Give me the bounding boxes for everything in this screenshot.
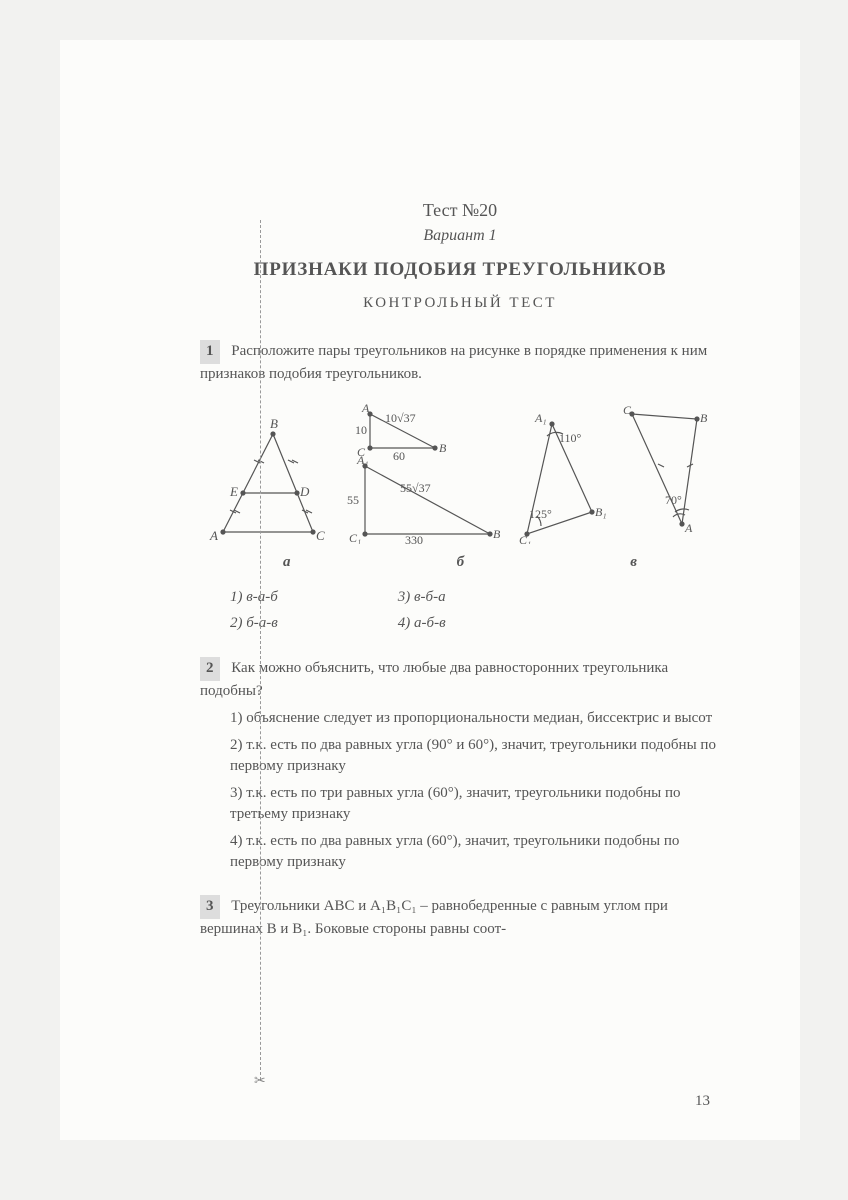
figure-b: A B C 10 10√37 60 A₁ B₁ C₁ 55 55√37 330 <box>345 404 500 544</box>
subtitle: КОНТРОЛЬНЫЙ ТЕСТ <box>200 295 720 312</box>
svg-text:70°: 70° <box>665 493 682 507</box>
svg-text:A: A <box>361 404 370 415</box>
svg-text:B₁: B₁ <box>493 527 500 541</box>
q3-text: Треугольники ABC и A₁B₁C₁ – равнобедренн… <box>200 898 668 937</box>
svg-text:B₁: B₁ <box>595 505 607 519</box>
q1-option-3: 3) в-б-а <box>398 587 446 609</box>
svg-text:E: E <box>229 484 238 499</box>
fig-label-c: в <box>630 552 637 574</box>
svg-text:B: B <box>270 416 278 431</box>
q2-number: 2 <box>200 657 220 681</box>
q2-answer-1: 1) объяснение следует из пропорционально… <box>230 708 720 729</box>
svg-text:C₁: C₁ <box>349 531 361 544</box>
q2-answer-4: 4) т.к. есть по два равных угла (60°), з… <box>230 831 720 873</box>
fig-label-a: а <box>283 552 291 574</box>
q2-answer-3: 3) т.к. есть по три равных угла (60°), з… <box>230 783 720 825</box>
svg-text:A₁: A₁ <box>534 411 547 425</box>
q2-answers: 1) объяснение следует из пропорционально… <box>230 708 720 873</box>
q1-option-2: 2) б-а-в <box>230 613 278 635</box>
svg-text:330: 330 <box>405 533 423 544</box>
svg-text:A: A <box>684 521 693 535</box>
svg-text:10: 10 <box>355 423 367 437</box>
svg-text:B: B <box>439 441 447 455</box>
q2-answer-2: 2) т.к. есть по два равных угла (90° и 6… <box>230 735 720 777</box>
question-1: 1 Расположите пары треугольников на рису… <box>200 340 720 635</box>
svg-text:D: D <box>299 484 310 499</box>
svg-text:B: B <box>700 411 708 425</box>
test-number: Тест №20 <box>200 200 720 221</box>
q1-options: 1) в-а-б 2) б-а-в 3) в-б-а 4) а-б-в <box>230 587 720 635</box>
svg-text:C: C <box>623 404 632 417</box>
q1-option-1: 1) в-а-б <box>230 587 278 609</box>
q2-text: Как можно объяснить, что любые два равно… <box>200 660 668 699</box>
q1-figures: B A C E D <box>200 404 720 544</box>
svg-text:60: 60 <box>393 449 405 463</box>
fig-label-b: б <box>457 552 465 574</box>
triangle-c-svg: A₁ B₁ C₁ 110° 125° C B A 70° <box>517 404 712 544</box>
svg-text:A₁: A₁ <box>356 453 369 467</box>
svg-text:C: C <box>316 528 325 543</box>
page-number: 13 <box>695 1093 710 1110</box>
figure-labels: а б в <box>200 552 720 574</box>
triangle-b-svg: A B C 10 10√37 60 A₁ B₁ C₁ 55 55√37 330 <box>345 404 500 544</box>
triangle-a-svg: B A C E D <box>208 414 328 544</box>
cut-line <box>260 220 261 1080</box>
svg-text:10√37: 10√37 <box>385 411 416 425</box>
page-header: Тест №20 Вариант 1 ПРИЗНАКИ ПОДОБИЯ ТРЕУ… <box>200 200 720 312</box>
question-3: 3 Треугольники ABC и A₁B₁C₁ – равнобедре… <box>200 895 720 941</box>
figure-c: A₁ B₁ C₁ 110° 125° C B A 70° <box>517 404 712 544</box>
svg-text:A: A <box>209 528 218 543</box>
svg-text:C₁: C₁ <box>519 533 531 544</box>
q1-option-4: 4) а-б-в <box>398 613 446 635</box>
q1-text: Расположите пары треугольников на рисунк… <box>200 343 707 382</box>
q1-number: 1 <box>200 340 220 364</box>
svg-text:110°: 110° <box>559 431 582 445</box>
page: ✂ Тест №20 Вариант 1 ПРИЗНАКИ ПОДОБИЯ ТР… <box>60 40 800 1140</box>
svg-text:125°: 125° <box>529 507 552 521</box>
scissors-icon: ✂ <box>254 1073 266 1090</box>
question-2: 2 Как можно объяснить, что любые два рав… <box>200 657 720 874</box>
title: ПРИЗНАКИ ПОДОБИЯ ТРЕУГОЛЬНИКОВ <box>200 259 720 281</box>
svg-text:55√37: 55√37 <box>400 481 431 495</box>
svg-text:55: 55 <box>347 493 359 507</box>
q3-number: 3 <box>200 895 220 919</box>
figure-a: B A C E D <box>208 414 328 544</box>
variant: Вариант 1 <box>200 227 720 245</box>
